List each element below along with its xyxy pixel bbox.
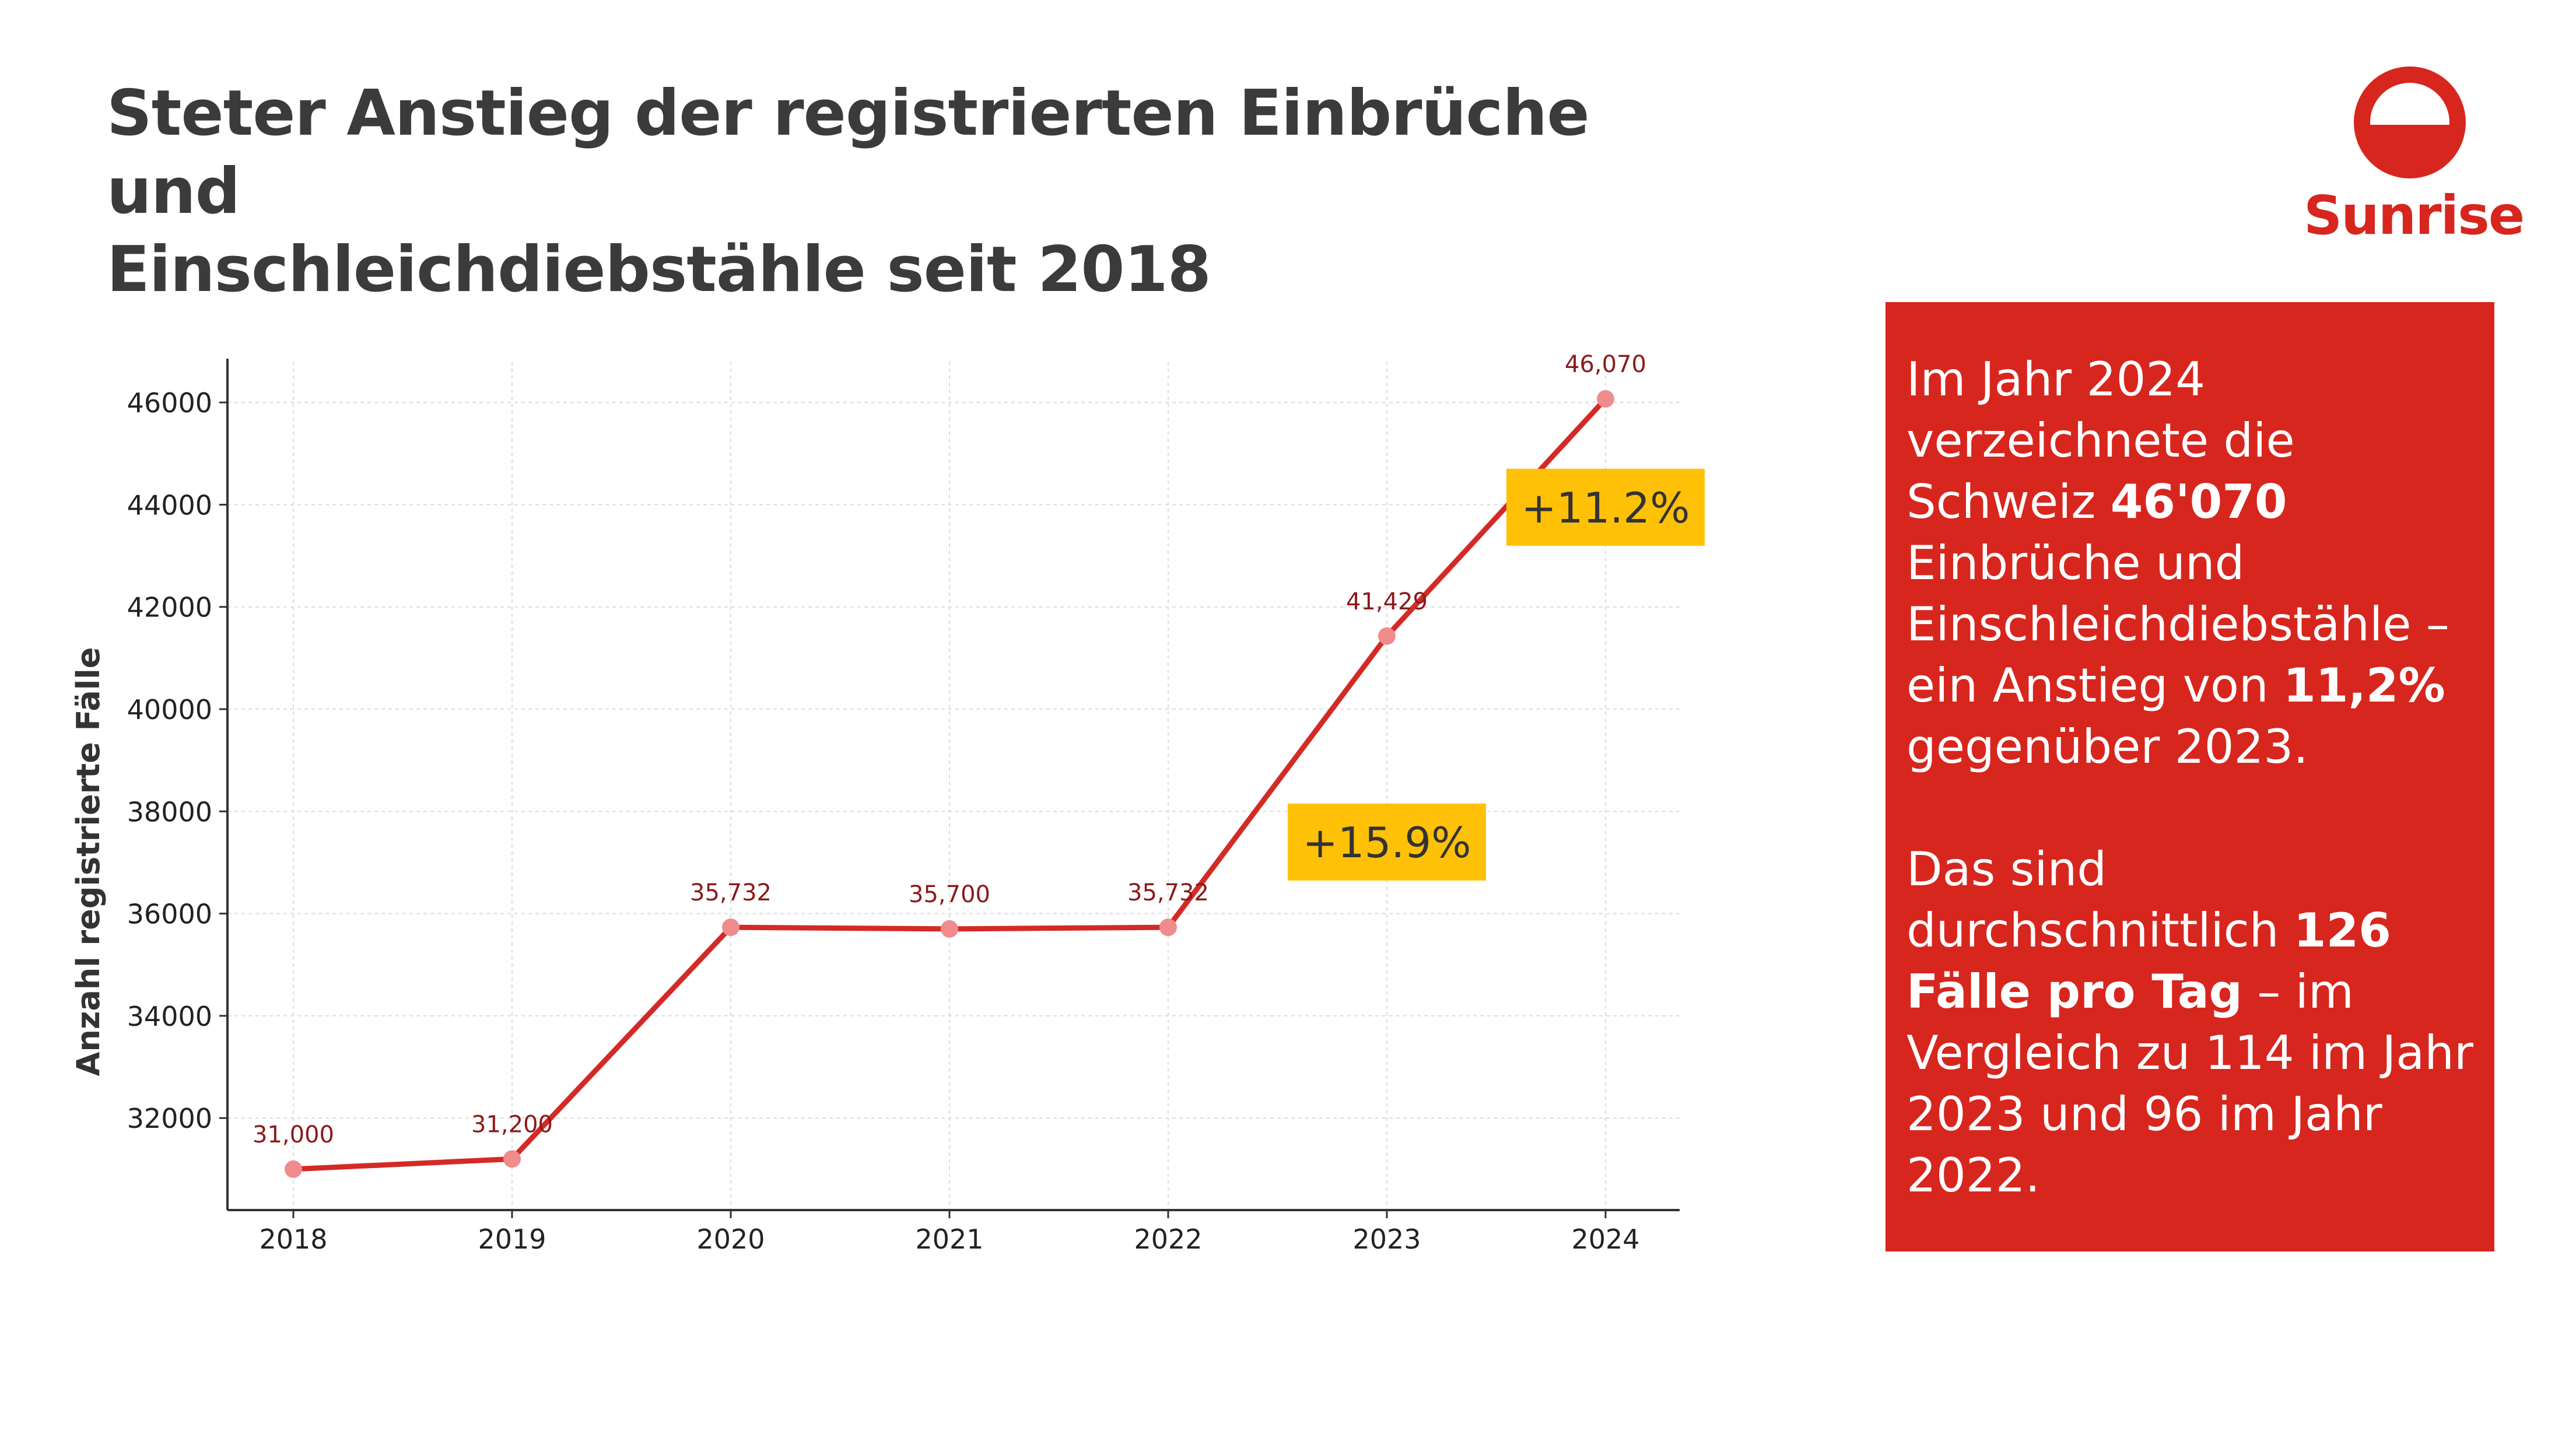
data-label-2018: 31,000 <box>253 1121 334 1148</box>
y-axis-title: Anzahl registrierte Fälle <box>70 647 107 1077</box>
callout-p1-total: 46'070 <box>2110 475 2287 529</box>
callout-paragraph-1: Im Jahr 2024 verzeichnete die Schweiz 46… <box>1906 349 2483 777</box>
callout-p1-text-a: Im Jahr 2024 verzeichnete die Schweiz <box>1906 352 2295 529</box>
callout-paragraph-2: Das sind durchschnittlich 126 Fälle pro … <box>1906 839 2483 1206</box>
callout-p2-text-a: Das sind durchschnittlich <box>1906 842 2294 958</box>
data-point-2019 <box>503 1150 521 1168</box>
x-tick-label-2018: 2018 <box>259 1223 327 1255</box>
callout-p1-text-e: gegenüber 2023. <box>1906 720 2308 774</box>
sunrise-logo-wordmark: Sunrise <box>2304 184 2525 247</box>
summary-callout: Im Jahr 2024 verzeichnete die Schweiz 46… <box>1885 302 2494 1251</box>
y-tick-label-44000: 44000 <box>127 489 212 521</box>
annotation-label-1: +15.9% <box>1302 818 1471 867</box>
callout-p1-text-c: Einbrüche und Einschleichdiebstähle – ei… <box>1906 536 2449 713</box>
slide-title-line-1: Steter Anstieg der registrierten Einbrüc… <box>107 77 1590 228</box>
y-tick-label-32000: 32000 <box>127 1103 212 1134</box>
data-label-2021: 35,700 <box>909 881 990 908</box>
x-tick-label-2022: 2022 <box>1134 1223 1202 1255</box>
callout-p2-per-day: 126 Fälle pro Tag <box>1906 903 2391 1019</box>
data-label-2023: 41,429 <box>1346 588 1428 615</box>
data-point-2020 <box>722 918 739 937</box>
y-tick-label-36000: 36000 <box>127 899 212 930</box>
y-tick-label-42000: 42000 <box>127 592 212 623</box>
y-tick-label-40000: 40000 <box>127 694 212 725</box>
data-point-2024 <box>1597 390 1614 408</box>
data-point-2023 <box>1378 627 1396 645</box>
y-tick-label-34000: 34000 <box>127 1001 212 1032</box>
x-tick-label-2021: 2021 <box>915 1223 983 1255</box>
x-tick-label-2020: 2020 <box>696 1223 765 1255</box>
data-point-2022 <box>1159 918 1177 937</box>
annotation-box-1 <box>1288 803 1486 881</box>
data-label-2020: 35,732 <box>690 879 772 906</box>
annotation-box-2 <box>1506 468 1705 546</box>
sunrise-logo: Sunrise <box>2304 64 2525 257</box>
slide-title: Steter Anstieg der registrierten Einbrüc… <box>107 75 1740 309</box>
data-label-2024: 46,070 <box>1565 351 1646 378</box>
data-point-2018 <box>285 1160 302 1178</box>
x-tick-label-2019: 2019 <box>478 1223 546 1255</box>
callout-p2-text-c: – im Vergleich zu 114 im Jahr 2023 und 9… <box>1906 965 2473 1202</box>
callout-spacer <box>1906 777 2483 839</box>
line-chart: 32000 34000 36000 38000 40000 42000 44000 46000… <box>58 338 1750 1283</box>
slide-title-line-2: Einschleichdiebstähle seit 2018 <box>107 233 1211 306</box>
annotation-label-2: +11.2% <box>1521 483 1690 532</box>
callout-p1-increase: 11,2% <box>2283 658 2445 713</box>
data-point-2021 <box>941 920 958 938</box>
x-tick-label-2024: 2024 <box>1571 1223 1639 1255</box>
y-tick-label-38000: 38000 <box>127 796 212 828</box>
data-label-2019: 31,200 <box>471 1111 553 1138</box>
chart-svg: 32000 34000 36000 38000 40000 42000 44000 46000… <box>70 351 1705 1255</box>
y-tick-label-46000: 46000 <box>127 387 212 419</box>
data-label-2022: 35,732 <box>1127 879 1209 906</box>
x-tick-label-2023: 2023 <box>1352 1223 1421 1255</box>
sunrise-logo-icon <box>2354 66 2466 178</box>
